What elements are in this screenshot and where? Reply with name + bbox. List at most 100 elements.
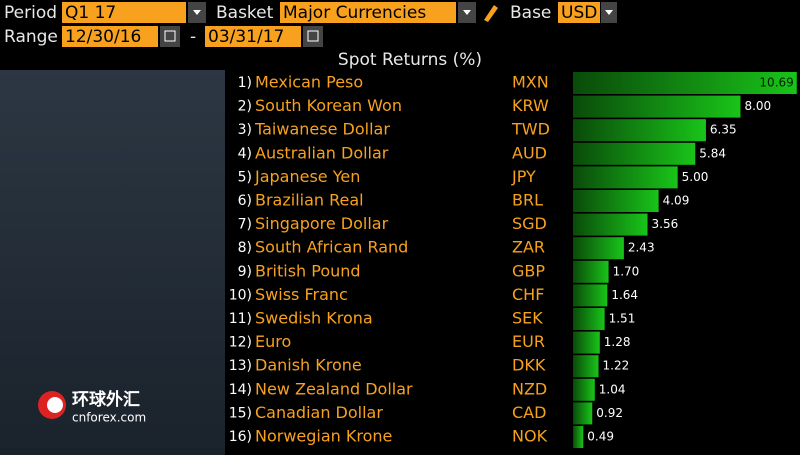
value-label: 2.43 — [628, 241, 655, 255]
rank: 11) — [229, 311, 252, 327]
currency-code: CAD — [512, 403, 546, 422]
calendar-icon — [307, 30, 319, 42]
currency-name: British Pound — [255, 261, 361, 280]
currency-code: ZAR — [512, 238, 545, 257]
value-label: 1.28 — [604, 335, 631, 349]
input[interactable] — [280, 2, 456, 23]
bar — [573, 260, 609, 283]
currency-code: EUR — [512, 332, 545, 351]
calendar-button[interactable] — [160, 26, 180, 47]
bar — [573, 166, 678, 189]
currency-name: South African Rand — [255, 238, 408, 257]
bar — [573, 213, 648, 236]
currency-code: BRL — [512, 191, 543, 210]
rank: 3) — [238, 122, 252, 138]
value-label: 8.00 — [744, 99, 771, 113]
value-label: 4.09 — [663, 194, 690, 208]
arrow — [605, 10, 613, 15]
currency-name: Danish Krone — [255, 356, 362, 375]
bar — [573, 119, 706, 142]
value-label: 1.70 — [613, 264, 640, 278]
currency-name: Swedish Krona — [255, 309, 373, 328]
input[interactable] — [62, 26, 158, 47]
input[interactable] — [62, 2, 186, 23]
label: Basket — [216, 3, 274, 23]
input[interactable] — [205, 26, 301, 47]
bar — [573, 284, 608, 307]
rank: 12) — [229, 335, 252, 351]
rank: 5) — [238, 169, 252, 185]
currency-name: Taiwanese Dollar — [254, 120, 390, 139]
bar — [573, 402, 593, 425]
currency-name: South Korean Won — [255, 96, 402, 115]
logo — [47, 397, 63, 413]
bar — [573, 378, 595, 401]
bar — [573, 426, 584, 448]
bar — [573, 72, 797, 94]
rank: 2) — [238, 99, 252, 115]
chart-title: Spot Returns (%) — [338, 50, 482, 70]
calendar-icon — [164, 30, 176, 42]
currency-code: GBP — [512, 261, 545, 280]
input-text: 12/30/16 — [65, 27, 141, 47]
currency-code: AUD — [512, 143, 547, 162]
rank: 16) — [229, 429, 252, 445]
value-label: 5.84 — [699, 146, 726, 160]
rank: 14) — [229, 382, 252, 398]
currency-code: SEK — [512, 309, 543, 328]
value-label: 0.92 — [596, 406, 623, 420]
arrow — [463, 10, 471, 15]
value-label: 3.56 — [652, 217, 679, 231]
label: Period — [4, 3, 57, 23]
value-label: 5.00 — [682, 170, 709, 184]
input-text: Major Currencies — [283, 3, 426, 23]
currency-code: TWD — [511, 120, 550, 139]
rank: 6) — [238, 193, 252, 209]
currency-code: MXN — [512, 73, 549, 92]
currency-name: Mexican Peso — [255, 73, 363, 92]
currency-code: DKK — [512, 356, 546, 375]
side-panel — [0, 70, 225, 455]
bar — [573, 237, 624, 260]
bar — [573, 142, 696, 165]
currency-name: New Zealand Dollar — [255, 379, 413, 398]
currency-name: Norwegian Krone — [255, 427, 392, 446]
currency-code: JPY — [511, 167, 536, 186]
currency-name: Brazilian Real — [255, 191, 364, 210]
currency-name: Singapore Dollar — [255, 214, 389, 233]
bar — [573, 355, 599, 378]
bar — [573, 190, 659, 212]
label: Base — [510, 3, 551, 23]
input-text: USD — [561, 3, 597, 23]
rank: 13) — [229, 358, 252, 374]
value-label: 1.04 — [599, 382, 626, 396]
currency-code: KRW — [512, 96, 549, 115]
arrow — [193, 10, 201, 15]
rank: 15) — [229, 405, 252, 421]
rank: 7) — [238, 217, 252, 233]
value-label: 1.51 — [609, 312, 636, 326]
currency-code: NZD — [512, 379, 547, 398]
rank: 1) — [238, 75, 252, 91]
input[interactable] — [558, 2, 600, 23]
currency-name: Swiss Franc — [255, 285, 348, 304]
value-label: 0.49 — [587, 430, 614, 444]
rank: 8) — [238, 240, 252, 256]
rank: 4) — [238, 146, 252, 162]
rank: 9) — [238, 264, 252, 280]
value-label: 1.64 — [611, 288, 638, 302]
calendar-button[interactable] — [303, 26, 323, 47]
input-text: 03/31/17 — [208, 27, 284, 47]
bar — [573, 331, 600, 354]
value-label: 10.69 — [759, 76, 793, 90]
edit-icon[interactable] — [484, 5, 498, 22]
currency-name: Canadian Dollar — [255, 403, 383, 422]
bar — [573, 308, 605, 330]
value-label: 6.35 — [710, 123, 737, 137]
watermark-title: 环球外汇 — [72, 389, 140, 410]
currency-code: SGD — [512, 214, 547, 233]
currency-code: NOK — [512, 427, 548, 446]
currency-code: CHF — [512, 285, 544, 304]
